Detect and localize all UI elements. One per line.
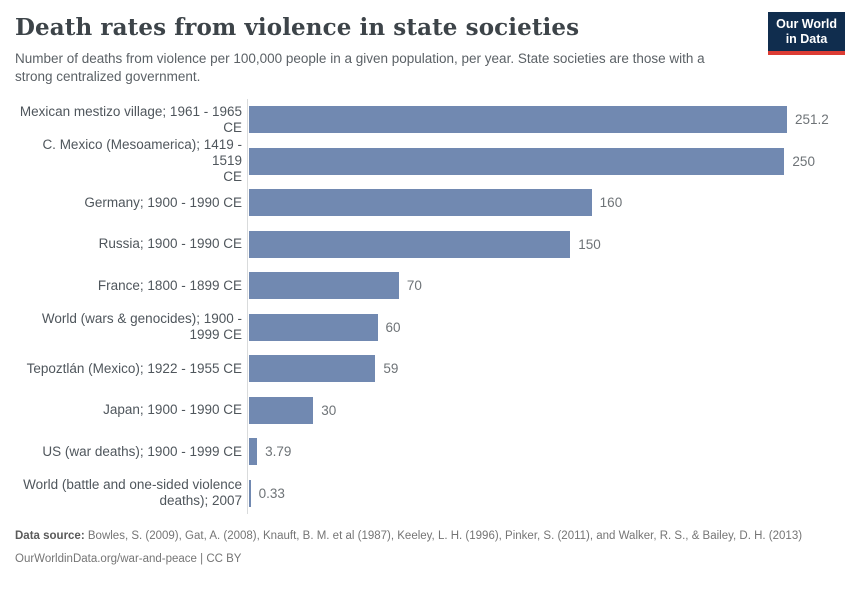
footer: Data source: Bowles, S. (2009), Gat, A. …	[15, 529, 835, 567]
category-label: Russia; 1900 - 1990 CE	[98, 236, 242, 252]
bar[interactable]	[249, 396, 314, 424]
owid-logo-line1: Our World	[776, 17, 837, 31]
category-label: World (wars & genocides); 1900 - 1999 CE	[41, 311, 242, 343]
value-label: 59	[383, 361, 399, 377]
category-label: Tepoztlán (Mexico); 1922 - 1955 CE	[26, 360, 242, 376]
bar[interactable]	[249, 230, 571, 258]
bar[interactable]	[249, 313, 378, 341]
bar-track: 30	[247, 389, 850, 431]
data-source-line: Data source: Bowles, S. (2009), Gat, A. …	[15, 529, 830, 545]
value-label: 150	[578, 236, 601, 252]
bar-track: 0.33	[247, 472, 850, 514]
bar-track: 70	[247, 265, 850, 307]
bar[interactable]	[249, 479, 251, 507]
value-label: 251.2	[795, 112, 829, 128]
category-label: Japan; 1900 - 1990 CE	[103, 402, 242, 418]
bar[interactable]	[249, 147, 785, 175]
data-source-text: Bowles, S. (2009), Gat, A. (2008), Knauf…	[87, 530, 803, 542]
category-label: C. Mexico (Mesoamerica); 1419 - 1519 CE	[42, 137, 242, 185]
bar-track: 250	[247, 140, 850, 182]
bar-track: 59	[247, 348, 850, 390]
value-label: 60	[385, 319, 401, 335]
bar[interactable]	[249, 106, 787, 134]
owid-logo-box: Our World in Data	[768, 12, 845, 55]
bar-track: 60	[247, 306, 850, 348]
category-label: Mexican mestizo village; 1961 - 1965 CE	[19, 103, 242, 135]
bar-track: 251.2	[247, 99, 850, 141]
category-label: Germany; 1900 - 1990 CE	[84, 194, 242, 210]
value-label: 250	[792, 153, 815, 169]
bar[interactable]	[249, 438, 258, 466]
value-label: 3.79	[265, 444, 292, 460]
bar-track: 3.79	[247, 431, 850, 473]
bar-track: 150	[247, 223, 850, 265]
bar[interactable]	[249, 272, 399, 300]
bar-track: 160	[247, 182, 850, 224]
value-label: 70	[406, 278, 422, 294]
value-label: 30	[321, 402, 337, 418]
category-label: France; 1800 - 1899 CE	[97, 277, 242, 293]
owid-logo-line2: in Data	[785, 32, 828, 46]
category-label: US (war deaths); 1900 - 1999 CE	[42, 443, 242, 459]
bar-chart: Mexican mestizo village; 1961 - 1965 CE 2…	[15, 99, 850, 514]
category-label: World (battle and one-sided violence dea…	[23, 477, 242, 509]
chart-subtitle: Number of deaths from violence per 100,0…	[15, 51, 705, 84]
data-source-label: Data source:	[15, 530, 85, 542]
value-label: 0.33	[258, 485, 285, 501]
page-title: Death rates from violence in state socie…	[15, 14, 580, 41]
owid-logo: Our World in Data	[768, 12, 845, 55]
bar[interactable]	[249, 189, 592, 217]
bar[interactable]	[249, 355, 376, 383]
header: Death rates from violence in state socie…	[0, 0, 850, 86]
value-label: 160	[599, 195, 623, 211]
license-line: OurWorldinData.org/war-and-peace | CC BY	[15, 552, 242, 565]
